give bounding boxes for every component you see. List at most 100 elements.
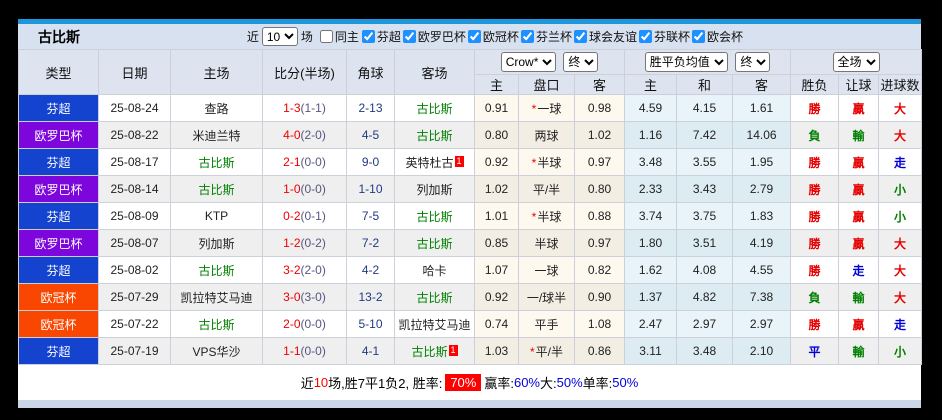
away-team-cell: 哈卡 xyxy=(394,256,475,284)
home-team-cell: VPS华沙 xyxy=(170,337,263,365)
result-wdl: 勝 xyxy=(790,202,840,230)
filter-controls: 近 10 场 同主 芬超 欧罗巴杯 欧冠杯 芬兰杯 球会友谊 芬联杯 欧会杯 xyxy=(247,27,921,46)
result-handicap: 贏 xyxy=(838,175,880,203)
league-cell: 欧罗巴杯 xyxy=(18,121,99,149)
summary-text: 场,胜7平1负2, 胜率: xyxy=(328,376,443,391)
win-rate-badge: 70% xyxy=(445,374,482,391)
filter-toggle[interactable]: 芬超 xyxy=(361,28,401,45)
col-header-date: 日期 xyxy=(98,49,171,95)
avg-away-odds: 1.61 xyxy=(732,94,792,122)
handicap-home-odds: 1.01 xyxy=(474,202,519,230)
home-team: 古比斯 xyxy=(198,155,235,170)
avg-draw-odds: 4.15 xyxy=(676,94,734,122)
date-cell: 25-07-22 xyxy=(98,310,171,338)
filter-toggle[interactable]: 芬兰杯 xyxy=(520,28,572,45)
date-cell: 25-07-19 xyxy=(98,337,171,365)
result-goals: 大 xyxy=(878,121,923,149)
subcol-goals: 进球数 xyxy=(878,74,923,95)
away-team: 古比斯 xyxy=(411,344,448,359)
score-cell: 2-1(0-0) xyxy=(262,148,347,176)
filter-checkbox[interactable] xyxy=(361,30,375,43)
handicap-line: *一球 xyxy=(518,94,575,122)
league-cell: 芬超 xyxy=(18,202,99,230)
summary-text: 50% xyxy=(556,375,583,390)
result-handicap: 贏 xyxy=(838,202,880,230)
corner-cell: 7-5 xyxy=(346,202,395,230)
filter-toggle[interactable]: 欧罗巴杯 xyxy=(402,28,466,45)
home-team-cell: 凯拉特艾马迪 xyxy=(170,283,263,311)
result-wdl: 負 xyxy=(790,121,840,149)
filter-checkbox[interactable] xyxy=(467,30,481,43)
handicap-home-odds: 0.74 xyxy=(474,310,519,338)
fulltime-score: 2-0 xyxy=(283,317,301,331)
filter-checkbox[interactable] xyxy=(691,30,705,43)
handicap-line-text: 两球 xyxy=(534,128,559,143)
col-header-league: 类型 xyxy=(18,49,99,95)
handicap-away-odds: 0.88 xyxy=(573,202,626,230)
away-team: 英特杜古 xyxy=(405,155,454,170)
score-cell: 2-0(0-0) xyxy=(262,310,347,338)
same-home-checkbox[interactable] xyxy=(319,30,333,43)
league-cell: 芬超 xyxy=(18,256,99,284)
avg-draw-odds: 2.97 xyxy=(676,310,734,338)
same-home-toggle[interactable]: 同主 xyxy=(319,28,359,45)
match-row: 芬超 25-08-09 KTP 0-2(0-1) 7-5 古比斯 1.01 *半球 0.88 3.… xyxy=(18,202,923,230)
match-row: 欧冠杯 25-07-29 凯拉特艾马迪 3-0(3-0) 13-2 古比斯 0.92 一/球半… xyxy=(18,283,923,311)
europe-stage-select[interactable]: 终 xyxy=(735,52,771,72)
bookmaker-select[interactable]: Crow* xyxy=(500,52,556,72)
avg-away-odds: 2.97 xyxy=(732,310,792,338)
avg-away-odds: 4.19 xyxy=(732,229,792,257)
filter-toggle[interactable]: 欧冠杯 xyxy=(467,28,519,45)
handicap-line: *半球 xyxy=(518,202,575,230)
date-cell: 25-08-14 xyxy=(98,175,171,203)
filter-toggle[interactable]: 欧会杯 xyxy=(691,28,743,45)
result-goals: 小 xyxy=(878,202,923,230)
result-handicap: 贏 xyxy=(838,94,880,122)
scope-select[interactable]: 全场 xyxy=(832,52,880,72)
summary-text: 10 xyxy=(313,375,329,390)
date-cell: 25-08-09 xyxy=(98,202,171,230)
match-row: 欧罗巴杯 25-08-14 古比斯 1-0(0-0) 1-10 列加斯 1.02 平/半 0.8… xyxy=(18,175,923,203)
filter-checkbox[interactable] xyxy=(520,30,534,43)
handicap-home-odds: 0.91 xyxy=(474,94,519,122)
filter-toggle[interactable]: 球会友谊 xyxy=(573,28,637,45)
result-goals: 大 xyxy=(878,283,923,311)
result-handicap: 輸 xyxy=(838,121,880,149)
subcol-ah-line: 盘口 xyxy=(518,74,575,95)
handicap-home-odds: 0.92 xyxy=(474,283,519,311)
handicap-line: *平/半 xyxy=(518,337,575,365)
subcol-handicap-result: 让球 xyxy=(838,74,880,95)
recent-count-select[interactable]: 10 xyxy=(261,27,298,46)
league-cell: 芬超 xyxy=(18,148,99,176)
handicap-line: *半球 xyxy=(518,148,575,176)
col-header-score: 比分(半场) xyxy=(262,49,347,95)
away-team: 凯拉特艾马迪 xyxy=(398,317,471,332)
home-team: 古比斯 xyxy=(198,182,235,197)
home-team: KTP xyxy=(204,209,229,223)
filter-checkbox[interactable] xyxy=(638,30,652,43)
europe-odds-select[interactable]: 胜平负均值 xyxy=(644,52,728,72)
avg-home-odds: 1.37 xyxy=(624,283,678,311)
filter-label: 欧罗巴杯 xyxy=(417,30,466,44)
subcol-result: 胜负 xyxy=(790,74,840,95)
subcol-eu-draw: 和 xyxy=(676,74,734,95)
avg-home-odds: 3.11 xyxy=(624,337,678,365)
handicap-away-odds: 0.86 xyxy=(573,337,626,365)
avg-away-odds: 14.06 xyxy=(732,121,792,149)
filter-label: 芬兰杯 xyxy=(535,30,572,44)
avg-home-odds: 1.80 xyxy=(624,229,678,257)
filter-checkbox[interactable] xyxy=(573,30,587,43)
matches-tbody: 芬超 25-08-24 查路 1-3(1-1) 2-13 古比斯 0.91 *一球 0.98 4.… xyxy=(18,94,923,365)
home-team-cell: 米迪兰特 xyxy=(170,121,263,149)
handicap-away-odds: 0.80 xyxy=(573,175,626,203)
away-team: 哈卡 xyxy=(422,263,447,278)
filter-toggle[interactable]: 芬联杯 xyxy=(638,28,690,45)
avg-away-odds: 7.38 xyxy=(732,283,792,311)
summary-text: 赢率: xyxy=(484,376,514,391)
handicap-stage-select[interactable]: 终 xyxy=(563,52,599,72)
filter-checkbox[interactable] xyxy=(402,30,416,43)
home-team: VPS华沙 xyxy=(192,344,241,359)
fulltime-score: 0-2 xyxy=(283,209,301,223)
handicap-line-text: 半球 xyxy=(537,209,562,224)
result-wdl: 勝 xyxy=(790,310,840,338)
